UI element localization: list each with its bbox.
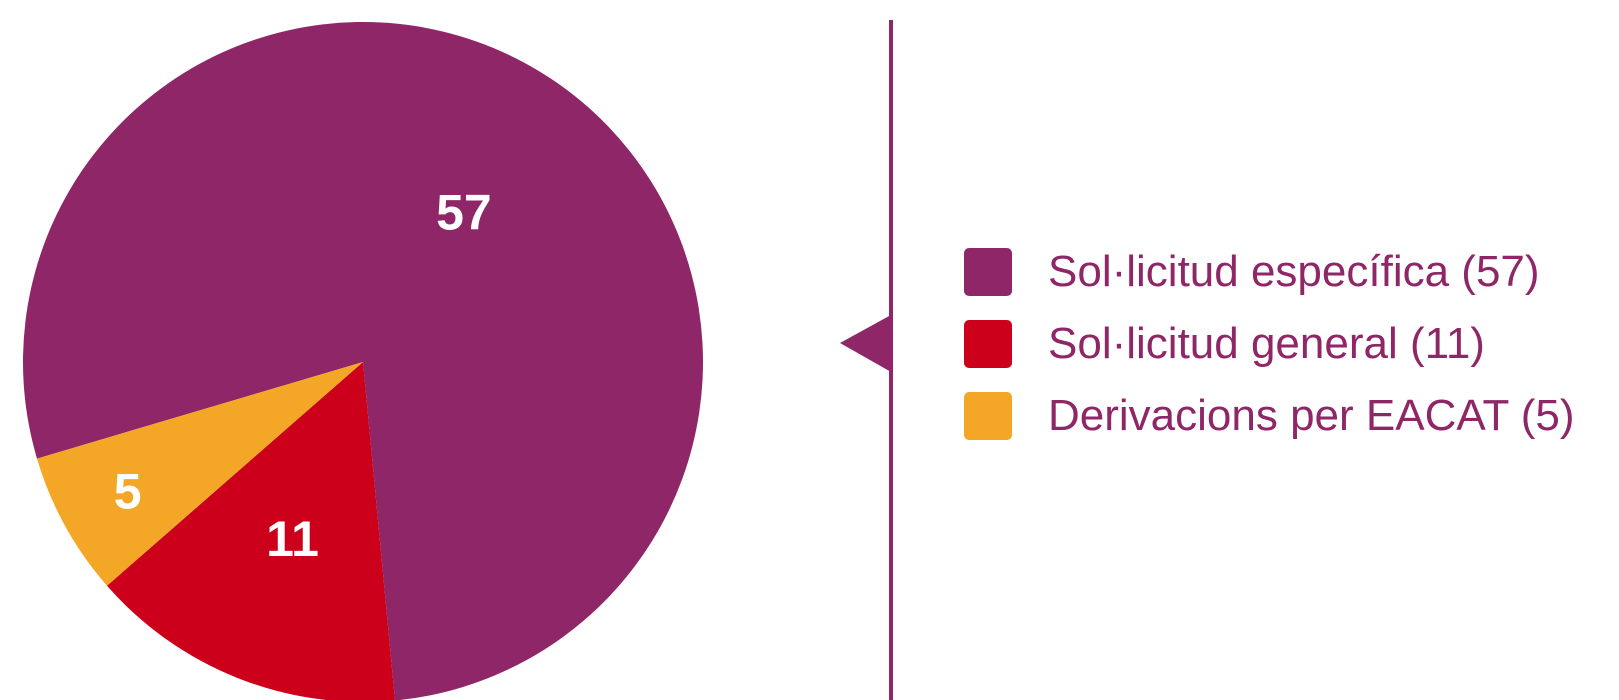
legend-swatch-especifica <box>964 248 1012 296</box>
divider-pointer <box>840 315 891 372</box>
legend-item-especifica: Sol·licitud específica (57) <box>964 248 1575 296</box>
legend-swatch-general <box>964 320 1012 368</box>
legend-swatch-eacat <box>964 392 1012 440</box>
legend: Sol·licitud específica (57) Sol·licitud … <box>964 248 1575 464</box>
legend-label-especifica: Sol·licitud específica (57) <box>1048 247 1540 296</box>
legend-item-eacat: Derivacions per EACAT (5) <box>964 392 1575 440</box>
legend-label-general: Sol·licitud general (11) <box>1048 319 1485 368</box>
data-label-general: 11 <box>266 511 319 567</box>
pie-slice-general <box>107 362 395 700</box>
pie-slice-eacat <box>37 362 364 586</box>
pie-slice-especifica <box>23 22 703 700</box>
data-label-especifica: 57 <box>436 185 492 241</box>
data-label-eacat: 5 <box>114 464 142 520</box>
legend-label-eacat: Derivacions per EACAT (5) <box>1048 391 1575 440</box>
pie-chart: 57 11 5 <box>23 22 703 700</box>
legend-item-general: Sol·licitud general (11) <box>964 320 1575 368</box>
